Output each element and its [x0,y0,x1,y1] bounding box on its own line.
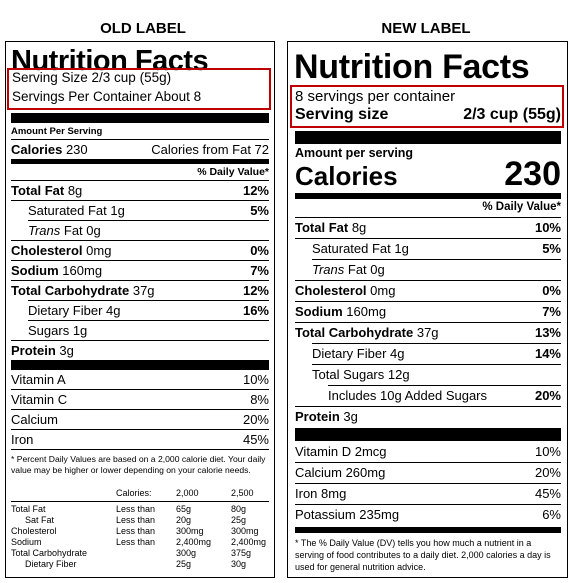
new-label-heading: NEW LABEL [381,20,471,37]
new-row-total-carbohydrate: Total Carbohydrate 37g 13% [295,325,561,340]
old-footnote: * Percent Daily Values are based on a 2,… [11,454,266,475]
new-row-iron: Iron 8mg 45% [295,486,561,501]
new-row-dietary-fiber: Dietary Fiber 4g 14% [312,346,561,361]
new-row-cholesterol: Cholesterol 0mg 0% [295,283,561,298]
old-dv-table-rows: Total Fat Less than 65g 80g Sat Fat Less… [11,504,267,569]
old-thick-divider-2 [11,360,269,370]
old-calories-row: Calories 230 Calories from Fat 72 [11,142,269,157]
new-row-total-sugars: Total Sugars 12g [312,367,410,382]
new-dv-header: % Daily Value* [482,201,561,213]
new-calories-row: Calories 230 [295,155,561,194]
old-calories-label: Calories [11,142,63,157]
old-label-title: Nutrition Facts [11,45,209,77]
new-row-trans-fat: Trans Fat 0g [312,262,385,277]
old-nutrition-label: Nutrition Facts Serving Size 2/3 cup (55… [5,41,275,578]
old-serving-highlight [7,68,271,110]
new-amount-per-serving: Amount per serving [295,146,414,160]
new-row-potassium: Potassium 235mg 6% [295,507,561,522]
new-row-total-fat: Total Fat 8g 10% [295,220,561,235]
new-footnote: * The % Daily Value (DV) tells you how m… [295,538,551,572]
old-row-saturated-fat: Saturated Fat 1g 5% [28,203,269,218]
old-row-total-fat: Total Fat 8g 12% [11,183,269,198]
old-label-heading: OLD LABEL [100,20,186,37]
new-calories-value: 230 [504,155,561,193]
new-label-title: Nutrition Facts [294,48,530,86]
old-dv-header: % Daily Value* [197,166,269,178]
new-serving-size-label: Serving size [295,106,389,123]
new-serving-size-value: 2/3 cup (55g) [463,106,561,123]
old-row-protein: Protein 3g [11,343,74,358]
old-thick-divider [11,113,269,123]
old-serving-size: Serving Size 2/3 cup (55g) [12,70,172,85]
new-row-vitamin-d: Vitamin D 2mcg 10% [295,444,561,459]
old-row-dietary-fiber: Dietary Fiber 4g 16% [28,303,269,318]
new-row-saturated-fat: Saturated Fat 1g 5% [312,241,561,256]
old-row-iron: Iron 45% [11,432,269,447]
new-servings-per-container: 8 servings per container [295,88,456,105]
old-row-vitamin-c: Vitamin C 8% [11,392,269,407]
old-row-trans-fat: Trans Fat 0g [28,223,101,238]
old-row-sodium: Sodium 160mg 7% [11,263,269,278]
old-row-sugars: Sugars 1g [28,323,88,338]
new-calories-label: Calories [295,161,398,191]
new-nutrition-label: Nutrition Facts 8 servings per container… [287,41,568,578]
new-row-calcium: Calcium 260mg 20% [295,465,561,480]
old-row-vitamin-a: Vitamin A 10% [11,372,269,387]
new-row-added-sugars: Includes 10g Added Sugars 20% [328,388,561,403]
new-row-sodium: Sodium 160mg 7% [295,304,561,319]
old-calories-value: 230 [65,142,88,157]
old-row-calcium: Calcium 20% [11,412,269,427]
old-calories-from-fat: Calories from Fat 72 [151,142,269,157]
new-serving-highlight [290,85,564,128]
new-thick-divider [295,131,561,144]
new-row-protein: Protein 3g [295,409,358,424]
old-row-total-carbohydrate: Total Carbohydrate 37g 12% [11,283,269,298]
old-amount-per-serving: Amount Per Serving [11,126,103,137]
new-thick-divider-2 [295,428,561,441]
new-serving-size-row: Serving size 2/3 cup (55g) [295,106,561,124]
old-servings-per-container: Servings Per Container About 8 [12,89,202,104]
old-row-cholesterol: Cholesterol 0mg 0% [11,243,269,258]
